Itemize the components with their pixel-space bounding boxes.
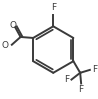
Text: O: O	[9, 21, 16, 30]
Text: F: F	[64, 75, 69, 84]
Text: F: F	[92, 65, 97, 74]
Text: F: F	[51, 3, 56, 12]
Text: F: F	[79, 85, 84, 94]
Text: O: O	[2, 41, 9, 50]
